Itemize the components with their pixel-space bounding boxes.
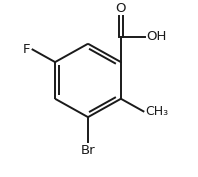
Text: O: O bbox=[116, 2, 126, 15]
Text: Br: Br bbox=[81, 144, 95, 157]
Text: CH₃: CH₃ bbox=[145, 105, 168, 118]
Text: OH: OH bbox=[146, 30, 166, 44]
Text: F: F bbox=[23, 43, 30, 56]
